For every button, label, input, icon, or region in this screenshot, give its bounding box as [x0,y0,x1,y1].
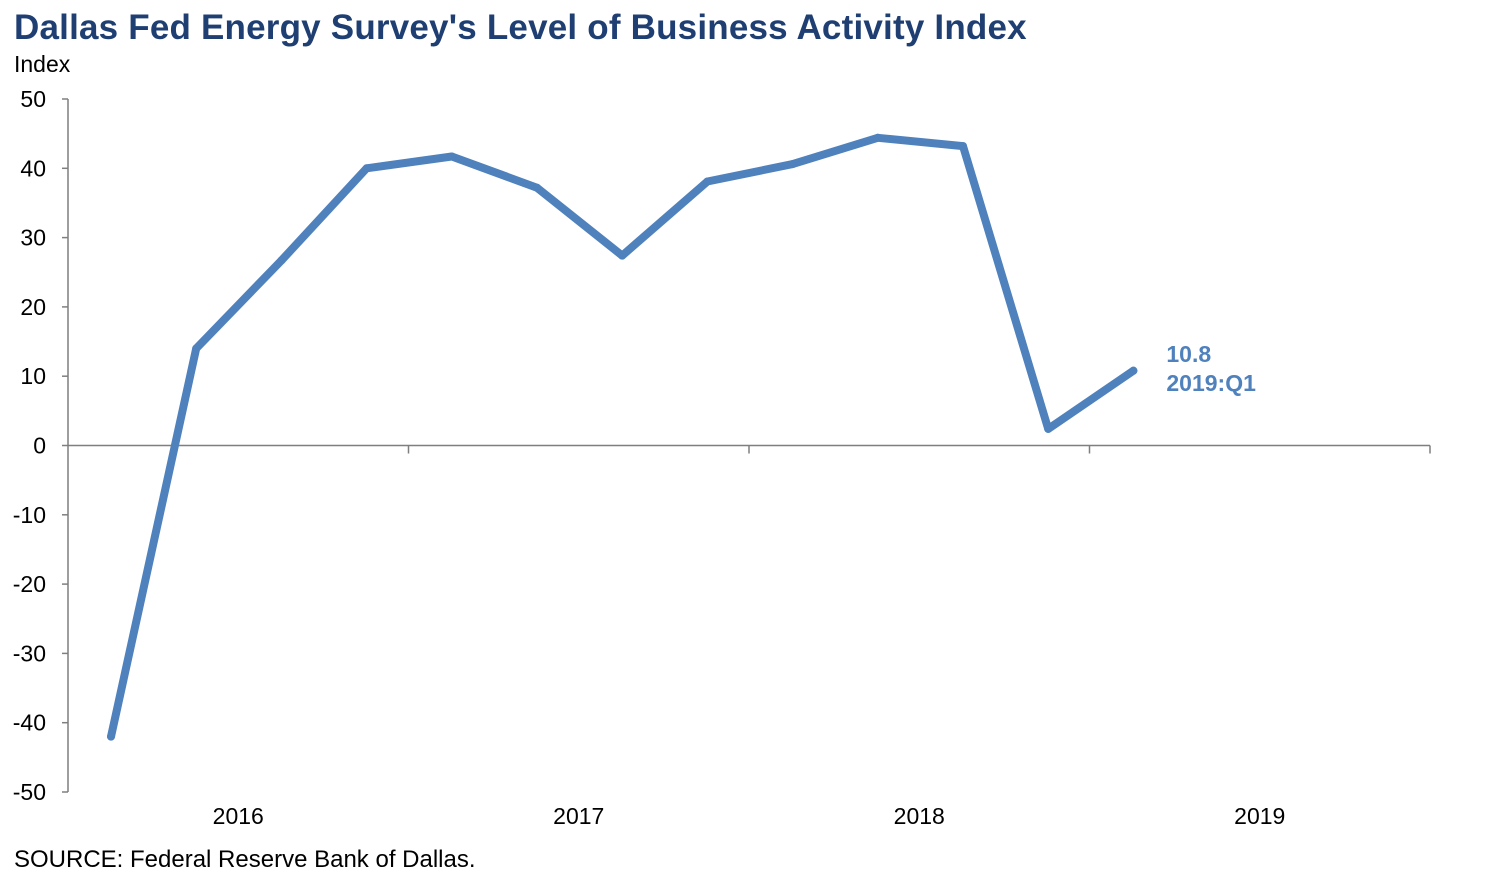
y-tick-label: 10 [20,363,46,389]
data-point-2017-q4 [703,177,712,186]
x-axis: 2016 2017 2018 2019 [68,444,1431,829]
x-tick-label: 2016 [213,803,264,829]
data-point-2016-q4 [362,164,371,173]
x-tick-label: 2019 [1234,803,1285,829]
data-point-2019-q1 [1129,366,1138,375]
y-tick-label: -50 [13,779,46,805]
y-tick-label: -40 [13,710,46,736]
data-point-2017-q3 [618,251,627,260]
y-tick-label: 0 [33,433,46,459]
y-axis-label: Index [14,51,71,77]
data-point-2016-q1 [107,732,115,741]
data-point-2017-q1 [447,152,456,161]
annotation-period-label: 2019:Q1 [1166,370,1256,396]
series-line [107,133,1138,741]
chart-title: Dallas Fed Energy Survey's Level of Busi… [14,8,1027,47]
data-point-2017-q2 [533,183,541,192]
x-tick-label: 2018 [894,803,945,829]
y-tick-label: 40 [20,155,46,181]
data-point-2018-q4 [1044,424,1053,433]
data-point-2018-q1 [788,160,797,169]
y-tick-label: 20 [20,294,46,320]
x-tick-label: 2017 [553,803,604,829]
annotation: 10.8 2019:Q1 [1166,341,1256,396]
y-tick-label: -20 [13,571,46,597]
data-point-2018-q2 [873,133,882,142]
data-point-2016-q2 [192,344,201,353]
y-tick-label: -10 [13,502,46,528]
source-note: SOURCE: Federal Reserve Bank of Dallas. [14,846,476,873]
data-point-2018-q3 [959,142,967,151]
series-layer [107,133,1138,741]
y-tick-label: 50 [20,86,46,112]
y-axis: 50 40 30 20 10 0 -10 -20 -30 -40 -50 [13,86,69,805]
y-tick-label: 30 [20,225,46,251]
data-point-2016-q3 [277,256,286,265]
annotation-value-label: 10.8 [1166,341,1211,367]
y-tick-label: -30 [13,640,46,666]
